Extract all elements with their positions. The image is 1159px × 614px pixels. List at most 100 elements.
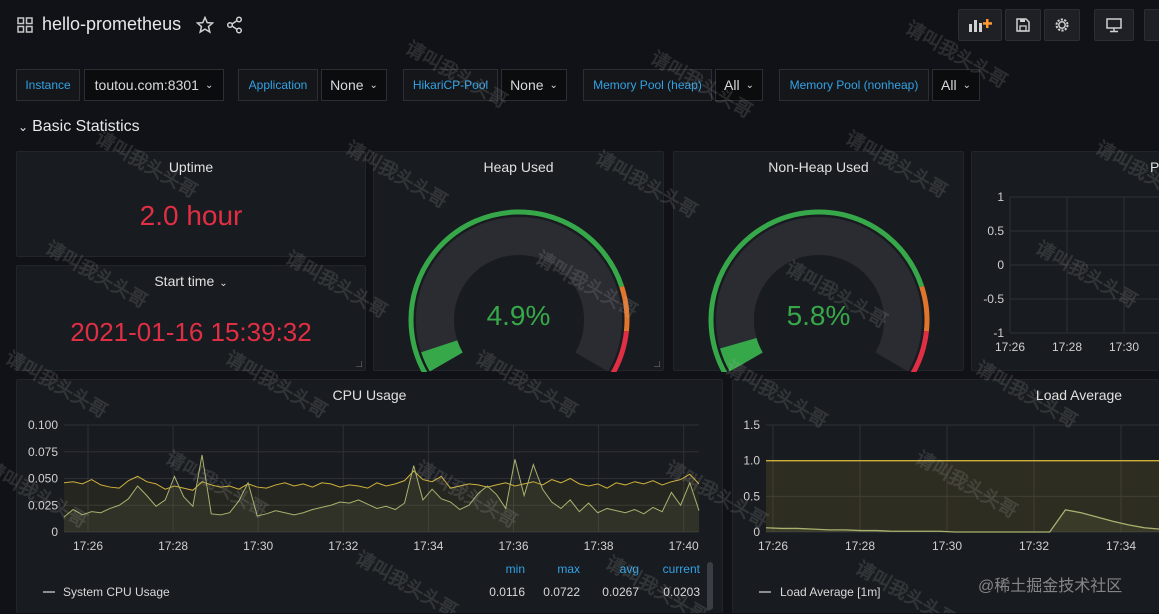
panel-non-heap-used[interactable]: Non-Heap Used 5.8% <box>673 151 964 372</box>
load-x-tick: 17:34 <box>1106 539 1136 553</box>
gauge-threshold-red <box>610 330 629 372</box>
variable-label-hikaricp-pool: HikariCP-Pool <box>403 69 498 101</box>
panel-title: Pro <box>1150 159 1159 175</box>
cpu-legend-value: 0.0203 <box>663 585 700 599</box>
save-icon <box>1016 18 1030 32</box>
process-y-tick: -1 <box>993 326 1004 340</box>
cpu-y-tick: 0.025 <box>28 498 58 512</box>
load-y-tick: 1.5 <box>743 418 760 432</box>
legend-scrollbar[interactable] <box>707 562 713 610</box>
dashboard-title[interactable]: hello-prometheus <box>42 14 182 34</box>
panel-title: Start time ⌄ <box>17 273 365 289</box>
variable-select-application[interactable]: None ⌄ <box>321 69 387 101</box>
variable-value-memory-pool-heap: All <box>724 77 740 93</box>
uptime-value: 2.0 hour <box>139 200 243 231</box>
cpu-legend-series-name: System CPU Usage <box>63 585 170 599</box>
load-x-tick: 17:28 <box>845 539 875 553</box>
gauge-value-arc <box>720 337 763 372</box>
variable-select-instance[interactable]: toutou.com:8301 ⌄ <box>84 69 224 101</box>
heap-used-value: 4.9% <box>486 300 551 331</box>
panel-start-time[interactable]: Start time ⌄ 2021-01-16 15:39:32 <box>16 265 366 371</box>
non-heap-used-value: 5.8% <box>786 300 851 331</box>
star-icon[interactable] <box>196 16 214 34</box>
time-picker-button[interactable] <box>1144 9 1159 41</box>
cpu-x-tick: 17:32 <box>328 539 358 553</box>
cpu-legend-value: 0.0722 <box>543 585 580 599</box>
start-time-value: 2021-01-16 15:39:32 <box>70 317 312 347</box>
cpu-y-tick: 0.100 <box>28 418 58 432</box>
panel-uptime[interactable]: Uptime 2.0 hour <box>16 151 366 257</box>
cpu-x-tick: 17:26 <box>73 539 103 553</box>
add-panel-icon <box>969 19 992 32</box>
gauge-threshold-green <box>708 209 925 372</box>
cpu-series-area <box>64 454 699 532</box>
dashboard-grid-icon[interactable] <box>17 17 33 33</box>
cpu-x-tick: 17:30 <box>243 539 273 553</box>
load-legend-series-name: Load Average [1m] <box>780 585 881 599</box>
cpu-legend-value: 0.0116 <box>489 585 525 599</box>
row-title: Basic Statistics <box>32 118 140 135</box>
panel-cpu-usage[interactable]: CPU Usage 0.100 0.075 0.050 0.025 0 17:26 17:2… <box>16 379 723 613</box>
cpu-y-tick: 0.050 <box>28 472 58 486</box>
load-series-line <box>765 509 1159 533</box>
process-x-tick: 17:26 <box>995 340 1025 354</box>
variable-label-memory-pool-heap: Memory Pool (heap) <box>583 69 712 101</box>
share-icon[interactable] <box>226 16 244 34</box>
resize-handle-icon[interactable] <box>356 361 362 367</box>
variable-value-memory-pool-nonheap: All <box>941 77 957 93</box>
load-y-tick: 0 <box>753 525 760 539</box>
gauge-value-arc <box>421 339 463 372</box>
panel-title: Load Average <box>1035 387 1123 403</box>
chevron-down-icon: ⌄ <box>369 79 378 91</box>
panel-title-text: Start time <box>154 273 215 289</box>
process-y-tick: -0.5 <box>983 292 1004 306</box>
panel-title: CPU Usage <box>332 387 407 403</box>
cpu-legend-header: max <box>557 562 580 576</box>
variable-label-instance: Instance <box>16 69 80 101</box>
chevron-down-icon: ⌄ <box>219 278 228 289</box>
variable-value-hikaricp-pool: None <box>510 77 544 93</box>
monitor-icon <box>1106 18 1122 33</box>
load-average-chart: 1.5 1.0 0.5 017:26 17:28 17:30 17:32 17:34 Load … <box>743 418 1159 599</box>
cpu-y-tick: 0.075 <box>28 445 58 459</box>
panel-load-average[interactable]: Load Average 1.5 1.0 0.5 0 17:26 17:28 17:30 17… <box>732 379 1159 613</box>
gauge-track <box>716 217 922 372</box>
panel-title: Non-Heap Used <box>768 159 869 175</box>
panel-heap-used[interactable]: Heap Used 4.9% <box>373 151 664 372</box>
process-y-tick: 0.5 <box>987 224 1004 238</box>
cpu-legend-value: 0.0267 <box>602 585 639 599</box>
row-header-basic-statistics[interactable]: ⌄ Basic Statistics <box>18 118 140 136</box>
top-bar: hello-prometheus <box>0 0 1159 52</box>
resize-handle-icon[interactable] <box>654 361 660 367</box>
variable-select-hikaricp-pool[interactable]: None ⌄ <box>501 69 567 101</box>
watermark-credit: @稀土掘金技术社区 <box>978 578 1123 595</box>
cycle-view-mode-button[interactable] <box>1094 9 1134 41</box>
variable-value-application: None <box>330 77 364 93</box>
load-x-tick: 17:26 <box>758 539 788 553</box>
chevron-down-icon: ⌄ <box>18 120 29 134</box>
variable-select-memory-pool-heap[interactable]: All ⌄ <box>715 69 763 101</box>
cpu-x-tick: 17:28 <box>158 539 188 553</box>
variable-value-instance: toutou.com:8301 <box>94 77 199 93</box>
cpu-series-line <box>63 454 700 518</box>
cpu-legend-header: min <box>506 562 525 576</box>
chevron-down-icon: ⌄ <box>745 79 754 91</box>
cpu-legend-header: avg <box>620 562 639 576</box>
process-x-tick: 17:30 <box>1109 340 1139 354</box>
cpu-y-tick: 0 <box>51 525 58 539</box>
chevron-down-icon: ⌄ <box>549 79 558 91</box>
panel-title: Heap Used <box>483 159 554 175</box>
gauge-track <box>416 217 622 372</box>
gauge-threshold-orange <box>919 285 930 332</box>
variable-select-memory-pool-nonheap[interactable]: All ⌄ <box>932 69 980 101</box>
cpu-series-area <box>64 471 699 532</box>
gauge-threshold-red <box>910 330 929 372</box>
add-panel-button[interactable] <box>958 9 1002 41</box>
load-y-tick: 0.5 <box>743 489 760 503</box>
save-dashboard-button[interactable] <box>1005 9 1041 41</box>
panel-title: Uptime <box>168 159 214 175</box>
dashboard-settings-button[interactable] <box>1044 9 1080 41</box>
heap-gauge <box>408 209 630 372</box>
cpu-x-tick: 17:40 <box>669 539 699 553</box>
